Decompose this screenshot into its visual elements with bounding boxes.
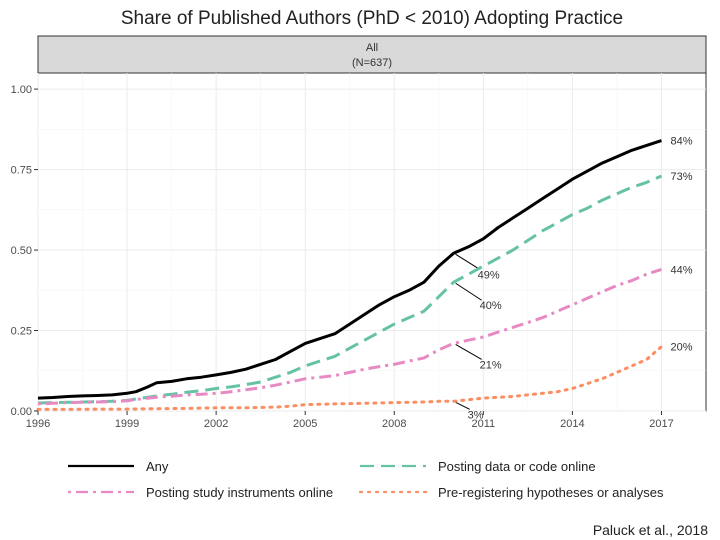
x-tick-label: 2011 [472, 418, 496, 430]
facet-strip-count: (N=637) [352, 57, 392, 69]
annotation-label: 21% [480, 359, 502, 371]
x-tick-label: 2017 [649, 418, 673, 430]
data-labels: 84% 73% 44% 20% 49% 40% 21% 3% [468, 136, 693, 422]
series-line-3 [37, 267, 662, 406]
y-tick-label: 0.25 [11, 326, 32, 338]
legend-label-4: Pre-registering hypotheses or analyses [438, 485, 664, 500]
grid [37, 73, 706, 412]
series-line-4 [36, 345, 663, 411]
y-tick-label: 0.50 [11, 245, 32, 257]
end-label-4: 20% [670, 342, 692, 354]
x-tick-label: 1999 [115, 418, 139, 430]
annotation-leader-line [455, 282, 482, 301]
series-line-2 [37, 174, 663, 405]
chart-title: Share of Published Authors (PhD < 2010) … [121, 8, 623, 29]
facet-strip-background [37, 35, 707, 74]
x-tick-label: 2008 [382, 418, 406, 430]
annotation-leader-line [455, 253, 480, 270]
facet-strip: All (N=637) [37, 35, 707, 74]
y-tick-label: 0.00 [11, 406, 32, 418]
citation: Paluck et al., 2018 [592, 522, 708, 538]
axes: 1996 1999 2002 2005 2008 2011 2014 2017 0.00 0.25… [11, 84, 674, 430]
facet-strip-name: All [366, 42, 378, 54]
annotation-label: 40% [480, 300, 502, 312]
annotation-leader-line [455, 343, 482, 360]
annotation-label: 49% [478, 269, 500, 281]
series-line-1 [37, 139, 662, 400]
x-tick-label: 2014 [560, 418, 584, 430]
annotation-label: 3% [468, 409, 484, 421]
legend-label-3: Posting study instruments online [146, 485, 333, 500]
annotation-leader-line [455, 401, 470, 410]
x-tick-label: 1996 [26, 418, 50, 430]
end-label-1: 84% [670, 136, 692, 148]
end-label-3: 44% [670, 264, 692, 276]
end-label-2: 73% [670, 171, 692, 183]
series-lines [36, 139, 663, 411]
plot-panel [37, 72, 707, 412]
annotation-leaders [455, 253, 482, 410]
x-tick-label: 2002 [204, 418, 228, 430]
legend: Any Posting data or code online Posting st… [68, 459, 664, 500]
x-tick-label: 2005 [293, 418, 317, 430]
legend-label-1: Any [146, 459, 169, 474]
legend-label-2: Posting data or code online [438, 459, 596, 474]
y-tick-label: 1.00 [11, 84, 32, 96]
y-tick-label: 0.75 [11, 165, 32, 177]
